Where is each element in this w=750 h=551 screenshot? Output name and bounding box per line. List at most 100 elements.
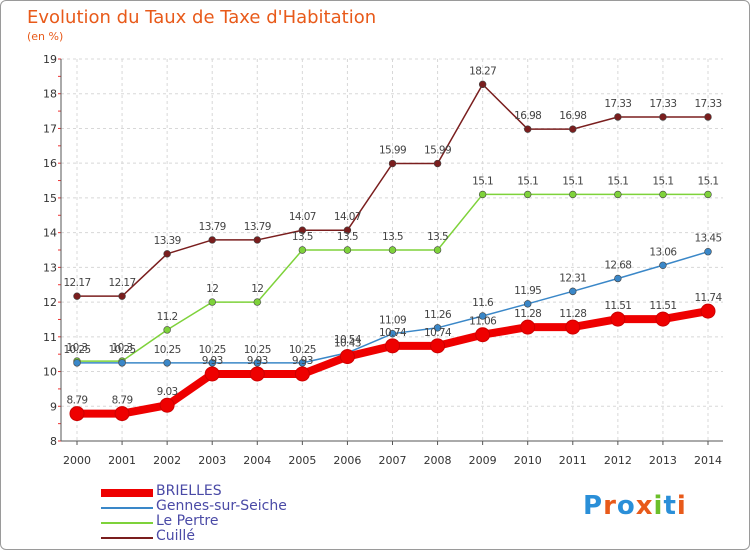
data-point-le-pertre [253, 298, 261, 306]
data-point-le-pertre [433, 246, 442, 254]
data-label-gennes-sur-seiche: 10.25 [154, 344, 181, 356]
data-label-le-pertre: 15.1 [652, 175, 673, 187]
data-point-gennes-sur-seiche [614, 274, 622, 283]
data-point-cuill- [659, 113, 667, 121]
data-label-le-pertre: 15.1 [472, 175, 493, 187]
data-point-cuill- [478, 80, 487, 89]
data-label-gennes-sur-seiche: 10.25 [63, 344, 90, 356]
data-label-le-pertre: 12 [206, 283, 218, 295]
data-label-cuill-: 16.98 [559, 110, 586, 122]
chart-legend: BRIELLES Gennes-sur-Seiche Le Pertre Cui… [101, 483, 361, 545]
x-tick-label: 2000 [63, 454, 91, 467]
legend-item-le-pertre: Le Pertre [101, 513, 361, 530]
data-point-brielles [520, 319, 536, 335]
chart-title: Evolution du Taux de Taxe d'Habitation [27, 7, 377, 28]
y-tick-label: 15 [43, 192, 57, 205]
data-point-le-pertre [569, 190, 577, 199]
data-label-brielles: 11.51 [604, 300, 631, 312]
x-tick-label: 2005 [288, 454, 316, 467]
data-label-le-pertre: 13.5 [292, 231, 313, 243]
y-tick-label: 17 [43, 122, 57, 135]
data-point-brielles [294, 366, 310, 382]
x-tick-label: 2003 [198, 454, 226, 467]
data-label-gennes-sur-seiche: 11.6 [472, 297, 494, 309]
data-label-brielles: 10.43 [334, 338, 361, 350]
data-point-le-pertre [208, 298, 216, 306]
data-label-cuill-: 17.33 [604, 98, 631, 110]
data-point-cuill- [118, 292, 126, 300]
legend-label-le-pertre: Le Pertre [156, 513, 219, 529]
data-point-le-pertre [298, 246, 307, 254]
data-point-gennes-sur-seiche [388, 329, 397, 338]
data-label-brielles: 11.06 [469, 316, 497, 328]
x-tick-label: 2014 [694, 454, 722, 467]
y-tick-label: 14 [43, 227, 57, 240]
x-tick-label: 2002 [153, 454, 181, 467]
data-point-brielles [249, 366, 265, 382]
data-label-cuill-: 18.27 [469, 65, 496, 77]
data-label-gennes-sur-seiche: 11.95 [514, 285, 541, 297]
data-label-cuill-: 13.39 [154, 235, 181, 247]
x-tick-label: 2004 [243, 454, 271, 467]
chart-subtitle: (en %) [27, 30, 64, 43]
x-tick-label: 2011 [559, 454, 587, 467]
data-point-brielles [700, 303, 716, 319]
data-point-cuill- [253, 236, 261, 244]
data-point-gennes-sur-seiche [298, 359, 307, 367]
data-label-le-pertre: 15.1 [698, 175, 719, 187]
data-label-brielles: 9.93 [292, 355, 313, 367]
data-point-le-pertre [163, 326, 171, 334]
data-label-le-pertre: 13.5 [382, 231, 403, 243]
data-label-le-pertre: 13.5 [337, 231, 358, 243]
data-label-le-pertre: 15.1 [562, 175, 583, 187]
data-point-cuill- [343, 226, 352, 234]
data-point-gennes-sur-seiche [659, 261, 667, 269]
data-point-cuill- [614, 113, 622, 121]
y-tick-label: 16 [43, 157, 57, 170]
data-label-cuill-: 17.33 [694, 98, 721, 110]
data-point-gennes-sur-seiche [73, 359, 81, 367]
data-point-cuill- [569, 125, 577, 133]
proxiti-logo: Proxiti [583, 491, 687, 521]
x-tick-label: 2013 [649, 454, 677, 467]
data-label-gennes-sur-seiche: 11.09 [379, 315, 406, 327]
data-point-cuill- [73, 292, 81, 300]
data-label-gennes-sur-seiche: 12.31 [559, 272, 586, 284]
data-label-gennes-sur-seiche: 10.25 [244, 344, 271, 356]
data-point-le-pertre [659, 190, 667, 199]
data-point-brielles [385, 338, 400, 354]
x-tick-label: 2012 [604, 454, 632, 467]
data-point-le-pertre [614, 190, 622, 199]
data-label-brielles: 9.93 [202, 355, 223, 367]
data-label-brielles: 11.74 [694, 292, 722, 304]
data-point-cuill- [298, 226, 307, 234]
data-label-cuill-: 15.99 [424, 145, 451, 157]
data-label-brielles: 10.74 [424, 327, 452, 339]
data-label-brielles: 9.93 [247, 355, 268, 367]
data-label-brielles: 11.28 [559, 308, 586, 320]
y-tick-label: 8 [50, 435, 57, 448]
x-tick-label: 2007 [379, 454, 407, 467]
data-label-gennes-sur-seiche: 11.26 [424, 309, 452, 321]
data-point-gennes-sur-seiche [478, 312, 487, 320]
data-label-cuill-: 12.17 [63, 277, 90, 289]
x-tick-label: 2006 [333, 454, 361, 467]
x-tick-label: 2008 [424, 454, 452, 467]
data-label-cuill-: 17.33 [649, 98, 676, 110]
data-point-gennes-sur-seiche [163, 359, 171, 367]
data-point-cuill- [433, 159, 442, 168]
data-label-gennes-sur-seiche: 10.54 [334, 334, 362, 346]
data-label-le-pertre: 11.2 [157, 311, 178, 323]
data-point-le-pertre [704, 190, 712, 199]
y-tick-label: 12 [43, 296, 57, 309]
data-point-le-pertre [524, 190, 532, 199]
legend-item-gennes: Gennes-sur-Seiche [101, 498, 361, 515]
data-point-brielles [204, 366, 220, 382]
legend-item-cuille: Cuillé [101, 528, 361, 545]
data-label-gennes-sur-seiche: 10.25 [199, 344, 226, 356]
legend-label-brielles: BRIELLES [156, 483, 222, 499]
data-label-gennes-sur-seiche: 12.68 [604, 259, 631, 271]
data-label-le-pertre: 15.1 [517, 175, 538, 187]
data-point-brielles [430, 338, 446, 354]
